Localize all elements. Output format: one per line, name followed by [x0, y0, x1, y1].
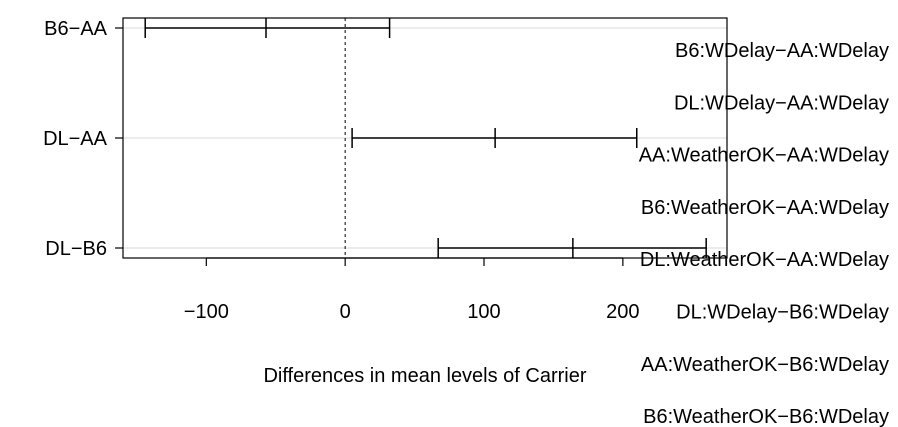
y-tick-label-0: B6−AA [44, 18, 107, 40]
y-axis: B6−AA DL−AA DL−B6 [43, 18, 123, 260]
overlay-label-3: B6:WeatherOK−AA:WDelay [641, 197, 889, 219]
x-axis-title: Differences in mean levels of Carrier [263, 365, 586, 387]
overlay-label-7: B6:WeatherOK−B6:WDelay [643, 406, 889, 427]
x-tick-label-2: 100 [467, 301, 500, 323]
confidence-intervals [144, 18, 707, 258]
overlay-label-0: B6:WDelay−AA:WDelay [675, 40, 889, 62]
overlay-label-5: DL:WDelay−B6:WDelay [676, 302, 889, 324]
overlay-label-1: DL:WDelay−AA:WDelay [674, 92, 889, 114]
y-tick-label-2: DL−B6 [45, 238, 107, 260]
overlay-label-6: AA:WeatherOK−B6:WDelay [641, 354, 889, 376]
overlay-label-4: DL:WeatherOK−AA:WDelay [640, 249, 889, 271]
y-tick-label-1: DL−AA [43, 128, 108, 150]
x-tick-label-3: 200 [606, 301, 639, 323]
overlay-label-2: AA:WeatherOK−AA:WDelay [639, 145, 889, 167]
x-axis: −100 0 100 200 [184, 257, 640, 323]
x-tick-label-0: −100 [184, 301, 229, 323]
overlay-labels: B6:WDelay−AA:WDelay DL:WDelay−AA:WDelay AA… [639, 40, 889, 427]
x-tick-label-1: 0 [340, 301, 351, 323]
